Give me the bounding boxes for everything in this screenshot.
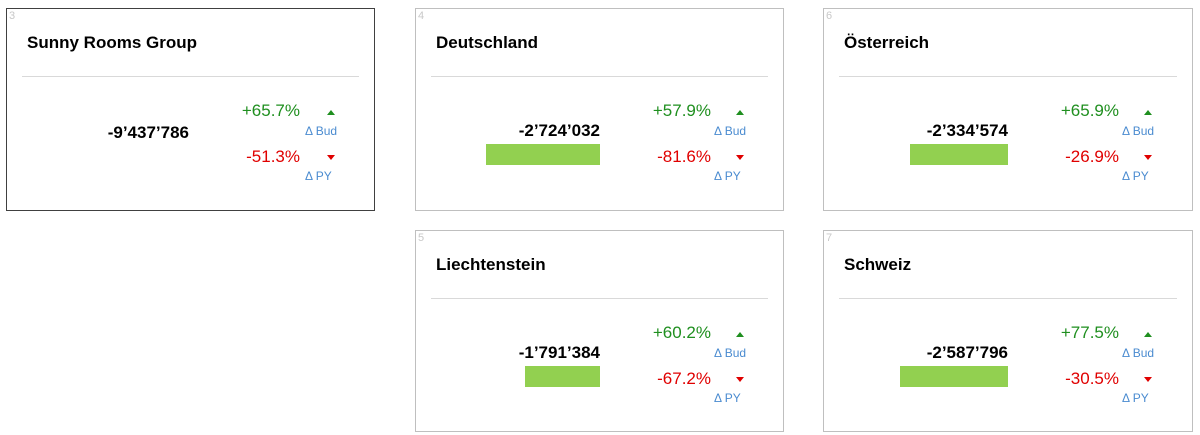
kpi-value: -2’587’796 xyxy=(926,343,1008,362)
kpi-card-sunny-rooms-group[interactable]: 3 Sunny Rooms Group -9’437’786 +65.7% Δ … xyxy=(6,8,375,211)
delta-prior-year-value: -67.2% xyxy=(657,369,711,388)
kpi-card-oesterreich[interactable]: 6 Österreich -2’334’574 +65.9% Δ Bud -26… xyxy=(823,8,1193,211)
kpi-card-deutschland[interactable]: 4 Deutschland -2’724’032 +57.9% Δ Bud -8… xyxy=(415,8,784,211)
delta-prior-year-label: Δ PY xyxy=(1122,391,1149,405)
value-bar xyxy=(910,144,1008,165)
card-index: 4 xyxy=(418,10,425,22)
card-index: 3 xyxy=(9,10,16,22)
triangle-up-icon xyxy=(736,110,744,115)
value-bar xyxy=(900,366,1008,387)
card-title: Schweiz xyxy=(844,255,912,274)
divider xyxy=(839,76,1177,77)
delta-prior-year-value: -30.5% xyxy=(1065,369,1119,388)
card-index: 5 xyxy=(418,232,425,244)
delta-budget-value: +65.9% xyxy=(1060,101,1119,120)
divider xyxy=(431,298,768,299)
delta-budget-label: Δ Bud xyxy=(714,346,747,360)
delta-prior-year-value: -51.3% xyxy=(246,147,300,166)
delta-budget-label: Δ Bud xyxy=(714,124,747,138)
kpi-card-liechtenstein[interactable]: 5 Liechtenstein -1’791’384 +60.2% Δ Bud … xyxy=(415,230,784,432)
kpi-value: -2’724’032 xyxy=(518,121,600,140)
delta-prior-year-label: Δ PY xyxy=(714,391,741,405)
delta-budget-label: Δ Bud xyxy=(1122,346,1155,360)
triangle-down-icon xyxy=(327,155,335,160)
delta-budget-value: +77.5% xyxy=(1060,323,1119,342)
kpi-value: -9’437’786 xyxy=(107,123,189,142)
value-bar xyxy=(525,366,600,387)
triangle-up-icon xyxy=(736,332,744,337)
kpi-value: -2’334’574 xyxy=(926,121,1008,140)
triangle-up-icon xyxy=(1144,110,1152,115)
card-index: 7 xyxy=(826,232,833,244)
card-index: 6 xyxy=(826,10,833,22)
delta-prior-year-label: Δ PY xyxy=(1122,169,1149,183)
delta-budget-value: +65.7% xyxy=(241,101,300,120)
delta-prior-year-label: Δ PY xyxy=(714,169,741,183)
delta-prior-year-label: Δ PY xyxy=(305,169,332,183)
card-title: Österreich xyxy=(844,33,930,52)
delta-prior-year-value: -81.6% xyxy=(657,147,711,166)
triangle-down-icon xyxy=(736,155,744,160)
delta-budget-value: +57.9% xyxy=(652,101,711,120)
kpi-card-schweiz[interactable]: 7 Schweiz -2’587’796 +77.5% Δ Bud -30.5%… xyxy=(823,230,1193,432)
kpi-value: -1’791’384 xyxy=(518,343,600,362)
triangle-up-icon xyxy=(327,110,335,115)
delta-prior-year-value: -26.9% xyxy=(1065,147,1119,166)
triangle-down-icon xyxy=(736,377,744,382)
triangle-up-icon xyxy=(1144,332,1152,337)
card-title: Sunny Rooms Group xyxy=(27,33,197,52)
divider xyxy=(431,76,768,77)
divider xyxy=(839,298,1177,299)
delta-budget-label: Δ Bud xyxy=(305,124,338,138)
card-title: Liechtenstein xyxy=(436,255,546,274)
card-title: Deutschland xyxy=(436,33,539,52)
triangle-down-icon xyxy=(1144,155,1152,160)
triangle-down-icon xyxy=(1144,377,1152,382)
divider xyxy=(22,76,359,77)
value-bar xyxy=(486,144,600,165)
delta-budget-value: +60.2% xyxy=(652,323,711,342)
delta-budget-label: Δ Bud xyxy=(1122,124,1155,138)
